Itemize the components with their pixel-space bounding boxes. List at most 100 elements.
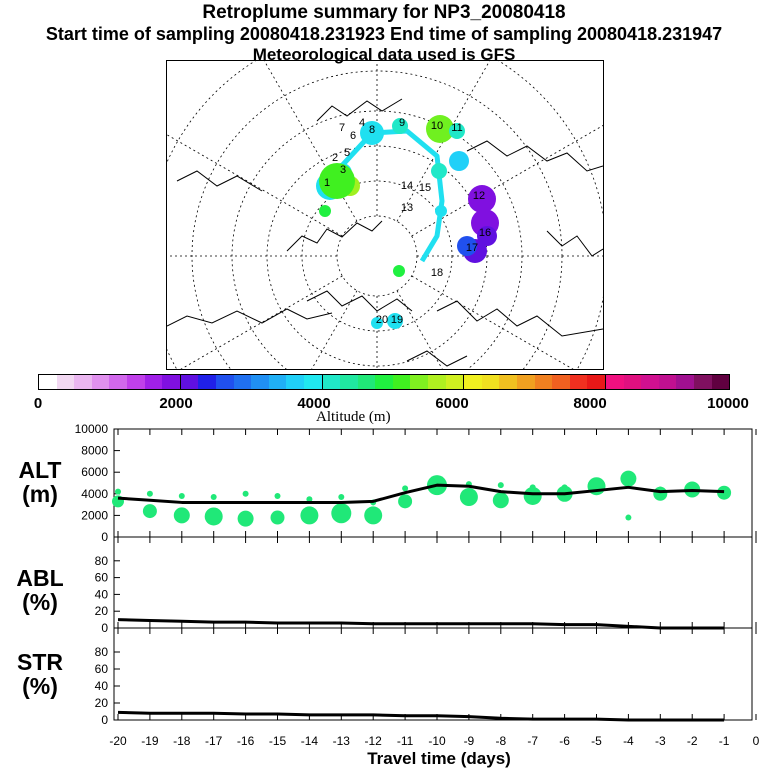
x-tick-label: -18: [173, 734, 191, 748]
x-tick-label: 0: [753, 734, 760, 748]
altitude-cluster-dot: [338, 494, 345, 501]
y-tick-label: 0: [101, 530, 108, 544]
colorbar-swatch: [658, 375, 677, 389]
y-tick-label: 10000: [75, 422, 109, 436]
y-tick-label: 60: [95, 571, 109, 585]
x-tick-label: -19: [141, 734, 159, 748]
altitude-cluster-dot: [529, 484, 536, 491]
y-tick-label: 6000: [81, 465, 108, 479]
map-day-label: 17: [466, 242, 478, 254]
colorbar-swatch: [534, 375, 553, 389]
colorbar-tick-label: 4000: [297, 395, 331, 412]
altitude-cluster-dot: [210, 494, 217, 501]
colorbar-swatch: [198, 375, 216, 389]
map-day-label: 16: [479, 227, 491, 239]
y-tick-label: 80: [95, 554, 109, 568]
colorbar-tick-label: 10000: [707, 395, 749, 412]
longitude-line: [167, 134, 343, 237]
colorbar-swatch: [340, 375, 358, 389]
colorbar-swatch: [693, 375, 712, 389]
map-day-label: 8: [369, 124, 375, 136]
colorbar-swatch: [711, 375, 730, 389]
chart-title: Retroplume summary for NP3_20080418: [202, 2, 566, 23]
altitude-cluster-dot: [492, 492, 509, 509]
x-tick-label: -8: [495, 734, 506, 748]
altitude-cluster-dot: [142, 504, 157, 519]
x-tick-label: -3: [655, 734, 666, 748]
altitude-cluster-dot: [625, 514, 632, 521]
abl-label-top: ABL: [16, 565, 64, 591]
coastline: [286, 220, 383, 252]
altitude-cluster-dot: [398, 494, 413, 509]
map-cluster-marker: [319, 163, 355, 199]
met-data-line: Meteorological data used is GFS: [252, 45, 516, 64]
coastline: [406, 350, 468, 367]
colorbar-swatch: [39, 375, 57, 389]
altitude-cluster-dot: [146, 490, 153, 497]
map-day-label: 11: [451, 122, 462, 134]
x-tick-label: -11: [397, 734, 414, 748]
longitude-line: [396, 61, 491, 222]
series-line: [117, 710, 725, 722]
x-axis-title: Travel time (days): [367, 749, 511, 768]
y-tick-label: 20: [95, 604, 109, 618]
y-tick-label: 4000: [81, 487, 108, 501]
map-cluster-marker: [431, 163, 447, 179]
x-tick-label: -9: [464, 734, 475, 748]
map-day-label: 14: [401, 180, 413, 192]
panel-frame: [113, 536, 753, 629]
colorbar-swatch: [303, 375, 323, 389]
altitude-cluster-dot: [242, 490, 249, 497]
map-day-label: 3: [340, 164, 346, 176]
colorbar-swatch: [322, 375, 341, 389]
colorbar-swatch: [587, 375, 606, 389]
colorbar-swatch: [481, 375, 500, 389]
x-tick-label: -13: [333, 734, 351, 748]
map-cluster-marker: [319, 205, 331, 217]
y-tick-label: 40: [95, 587, 109, 601]
abl-label-unit: (%): [22, 589, 58, 615]
map-day-label: 20: [376, 314, 388, 326]
colorbar-swatch: [428, 375, 446, 389]
colorbar-swatch: [641, 375, 659, 389]
x-tick-label: -16: [237, 734, 255, 748]
altitude-cluster-dot: [402, 485, 409, 492]
altitude-cluster-dot: [364, 506, 383, 525]
colorbar-swatch: [162, 375, 181, 389]
y-tick-label: 40: [95, 679, 109, 693]
map-cluster-marker: [426, 115, 454, 143]
map-cluster-marker: [360, 121, 384, 145]
colorbar-tick-label: 2000: [159, 395, 193, 412]
map-day-label: 15: [419, 182, 431, 194]
str-label-unit: (%): [22, 673, 58, 699]
longitude-line: [411, 275, 574, 369]
colorbar-tick-label: 8000: [573, 395, 607, 412]
map-cluster-marker: [468, 185, 496, 213]
altitude-cluster-dot: [300, 506, 319, 525]
colorbar-swatch: [464, 375, 482, 389]
coastline: [176, 170, 263, 192]
alt-panel-label: ALT (m): [10, 458, 70, 506]
colorbar-swatch: [233, 375, 252, 389]
y-tick-label: 0: [101, 621, 108, 635]
x-tick-label: -7: [527, 734, 538, 748]
y-tick-label: 60: [95, 662, 109, 676]
colorbar-swatch: [357, 375, 376, 389]
altitude-cluster-dot: [204, 507, 223, 526]
longitude-line: [411, 125, 603, 237]
altitude-cluster-dot: [331, 503, 352, 524]
map-cluster-marker: [371, 317, 383, 329]
map-day-label: 13: [401, 202, 413, 214]
colorbar-swatch: [623, 375, 642, 389]
map-cluster-marker: [449, 151, 469, 171]
colorbar-tick-label: 6000: [435, 395, 469, 412]
y-tick-label: 20: [95, 696, 109, 710]
coastline: [466, 140, 603, 172]
coastline: [306, 290, 413, 312]
y-tick-label: 0: [101, 713, 108, 727]
polar-map: 1 2 3 4 5 6 7 8 9 10 11 12 13 14 15 16 17 18 19 20: [166, 60, 604, 370]
altitude-cluster-dot: [237, 510, 254, 527]
coastline: [316, 98, 403, 122]
x-tick-label: -2: [687, 734, 698, 748]
